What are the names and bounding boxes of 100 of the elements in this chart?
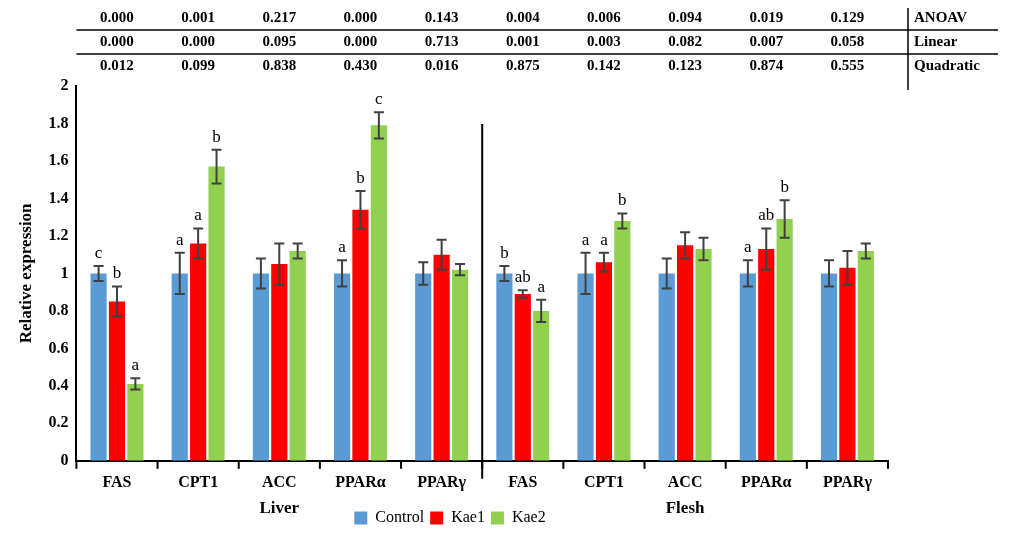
bar xyxy=(820,273,838,461)
text: Flesh xyxy=(665,498,705,518)
bar xyxy=(533,310,550,461)
text: Linear xyxy=(914,32,958,49)
bar xyxy=(496,273,513,461)
bar xyxy=(252,273,269,461)
x-tick-label: CPT1 xyxy=(583,472,624,490)
data-label: b xyxy=(356,167,365,187)
text: 0.000 xyxy=(343,32,378,49)
bar xyxy=(108,301,126,461)
data-label: a xyxy=(175,229,184,249)
text: 0.012 xyxy=(100,56,134,73)
text: 0.007 xyxy=(749,32,784,49)
text: 0.217 xyxy=(262,8,297,25)
text: 0.713 xyxy=(424,32,459,49)
y-tick-label: 1.2 xyxy=(48,226,69,244)
y-tick-label: 2 xyxy=(60,76,69,94)
text: Quadratic xyxy=(914,56,981,73)
data-label: b xyxy=(112,263,122,283)
text: 0.555 xyxy=(830,56,865,73)
bar xyxy=(90,273,107,461)
text: 0.123 xyxy=(668,56,702,73)
data-label: b xyxy=(618,190,627,210)
bar xyxy=(839,267,856,461)
x-tick-label: PPARα xyxy=(335,472,386,490)
bar xyxy=(514,294,531,461)
text: 0.099 xyxy=(181,56,216,73)
x-tick-label: PPARγ xyxy=(417,472,467,491)
bar xyxy=(695,249,712,461)
x-tick-label: FAS xyxy=(508,472,538,490)
data-label: a xyxy=(338,237,347,257)
bar xyxy=(758,249,775,461)
text: Liver xyxy=(259,498,300,518)
y-tick-label: 0 xyxy=(60,450,69,468)
bar xyxy=(271,264,288,461)
data-label: a xyxy=(744,237,753,257)
y-tick-label: 0.4 xyxy=(48,375,69,393)
bar xyxy=(614,220,631,461)
legend-label: Control xyxy=(375,508,425,526)
data-label: c xyxy=(94,242,103,262)
y-tick-label: 0.2 xyxy=(48,413,69,431)
y-tick-label: 1.6 xyxy=(48,151,69,169)
legend-label: Kae1 xyxy=(451,508,485,526)
text: ANOAV xyxy=(914,8,968,25)
data-label: c xyxy=(375,89,384,109)
bar xyxy=(739,273,756,461)
bar xyxy=(352,209,369,461)
data-label: ab xyxy=(758,205,775,225)
x-tick-label: FAS xyxy=(102,472,132,490)
text: 0.874 xyxy=(749,56,784,73)
bar xyxy=(577,273,594,461)
text: 0.838 xyxy=(262,56,297,73)
bar xyxy=(595,262,613,461)
text: 0.019 xyxy=(749,8,784,25)
data-label: b xyxy=(212,126,221,146)
y-tick-label: 1.8 xyxy=(48,113,69,131)
bar xyxy=(677,245,694,461)
legend-label: Kae2 xyxy=(511,508,546,526)
text: 0.094 xyxy=(668,8,703,25)
x-tick-label: ACC xyxy=(667,472,703,490)
bar xyxy=(451,269,469,461)
x-tick-label: ACC xyxy=(261,472,297,490)
y-axis-title: Relative expression xyxy=(15,202,35,344)
y-tick-label: 1.4 xyxy=(48,188,69,206)
bar xyxy=(370,125,387,461)
text: 0.000 xyxy=(343,8,378,25)
text: 0.143 xyxy=(424,8,459,25)
x-tick-label: PPARα xyxy=(741,472,792,490)
text: 0.006 xyxy=(587,8,622,25)
data-label: a xyxy=(600,229,609,249)
bar xyxy=(127,383,144,461)
text: 0.004 xyxy=(505,8,541,25)
bar xyxy=(415,273,432,461)
text: 0.058 xyxy=(830,32,865,49)
x-tick-label: CPT1 xyxy=(178,472,219,490)
bar xyxy=(658,273,675,461)
y-tick-label: 1 xyxy=(60,263,69,281)
data-label: a xyxy=(131,355,140,375)
text: 0.142 xyxy=(587,56,621,73)
bar xyxy=(333,273,351,461)
bar xyxy=(208,166,225,461)
text: 0.000 xyxy=(181,32,216,49)
x-tick-label: PPARγ xyxy=(822,472,873,491)
y-tick-label: 0.6 xyxy=(48,338,69,356)
data-label: ab xyxy=(514,267,531,287)
data-label: b xyxy=(500,242,509,262)
text: 0.095 xyxy=(262,32,297,49)
y-tick-label: 0.8 xyxy=(48,301,69,319)
text: 0.430 xyxy=(343,56,378,73)
bar xyxy=(190,243,207,461)
text: 0.016 xyxy=(424,56,459,73)
data-label: a xyxy=(194,205,203,225)
bar xyxy=(776,219,793,461)
text: 0.000 xyxy=(100,8,134,25)
text: 0.003 xyxy=(587,32,621,49)
bar xyxy=(171,273,188,461)
text: 0.000 xyxy=(100,32,134,49)
data-label: b xyxy=(780,177,789,197)
text: 0.129 xyxy=(830,8,865,25)
bar xyxy=(857,250,874,461)
